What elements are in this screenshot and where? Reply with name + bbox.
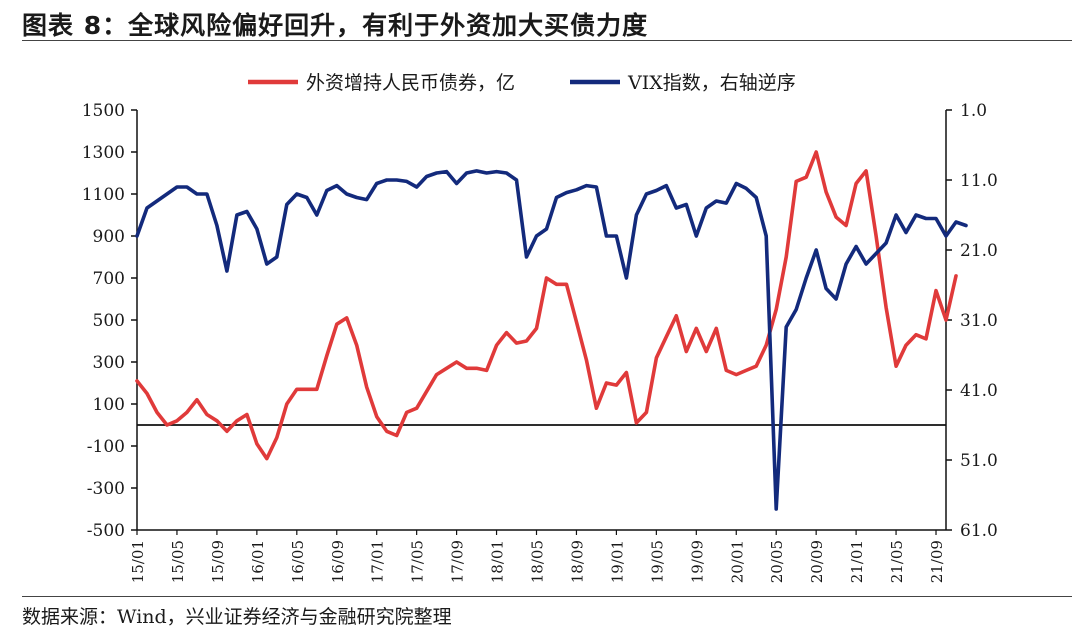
vix-line — [135, 169, 968, 511]
x-axis-tick-label: 21/05 — [888, 540, 906, 583]
x-axis-tick-label: 19/01 — [608, 540, 626, 583]
legend: 外资增持人民币债券，亿 VIX指数，右轴逆序 — [248, 72, 796, 94]
x-axis-tick-label: 20/05 — [768, 540, 786, 583]
x-axis-tick-label: 15/01 — [129, 540, 147, 583]
source-divider — [22, 596, 1072, 597]
left-axis-tick-label: 1100 — [82, 185, 125, 205]
left-axis-tick-label: 900 — [93, 227, 125, 247]
title-divider — [22, 40, 1072, 41]
x-axis-tick-label: 21/09 — [928, 540, 946, 583]
series-lines — [135, 150, 968, 511]
x-axis-tick-label: 17/09 — [449, 540, 467, 583]
x-axis-tick-label: 20/09 — [808, 540, 826, 583]
left-axis-tick-label: -300 — [87, 479, 125, 499]
x-axis-tick-label: 18/09 — [568, 540, 586, 583]
x-axis-tick-label: 18/05 — [529, 540, 547, 583]
right-axis-tick-label: 61.0 — [960, 521, 998, 541]
right-axis-tick-label: 11.0 — [960, 171, 998, 191]
left-axis-tick-label: 100 — [93, 395, 125, 415]
figure-title: 图表 8：全球风险偏好回升，有利于外资加大买债力度 — [22, 11, 649, 40]
x-axis-tick-label: 19/09 — [688, 540, 706, 583]
x-axis-tick-label: 16/05 — [289, 540, 307, 583]
x-axis-tick-label: 15/09 — [209, 540, 227, 583]
right-axis-tick-label: 41.0 — [960, 381, 998, 401]
figure-source: 数据来源：Wind，兴业证券经济与金融研究院整理 — [22, 606, 452, 628]
right-axis-tick-label: 51.0 — [960, 451, 998, 471]
left-axis-tick-label: 1500 — [82, 101, 125, 121]
right-axis-tick-label: 31.0 — [960, 311, 998, 331]
foreign-bond-holding-line — [135, 150, 958, 461]
line-chart: 外资增持人民币债券，亿 VIX指数，右轴逆序 1500 1300 1100 900 700… — [82, 72, 998, 583]
left-axis-tick-label: 500 — [93, 311, 125, 331]
x-axis-tick-label: 19/05 — [648, 540, 666, 583]
right-axis-tick-label: 21.0 — [960, 241, 998, 261]
left-axis-tick-label: -500 — [87, 521, 125, 541]
left-axis-tick-label: -100 — [87, 437, 125, 457]
x-axis-tick-label: 16/09 — [329, 540, 347, 583]
x-axis-tick-label: 17/05 — [409, 540, 427, 583]
x-axis-tick-label: 21/01 — [848, 540, 866, 583]
axes: 150013001100900700500300100-100-300-5001… — [82, 101, 998, 583]
x-axis-tick-label: 17/01 — [369, 540, 387, 583]
left-axis-tick-label: 1300 — [82, 143, 125, 163]
x-axis-tick-label: 20/01 — [728, 540, 746, 583]
legend-label-foreign-bonds: 外资增持人民币债券，亿 — [306, 72, 515, 94]
x-axis-tick-label: 16/01 — [249, 540, 267, 583]
x-axis-tick-label: 18/01 — [489, 540, 507, 583]
legend-label-vix: VIX指数，右轴逆序 — [627, 72, 796, 94]
right-axis-tick-label: 1.0 — [960, 101, 987, 121]
x-axis-tick-label: 15/05 — [169, 540, 187, 583]
left-axis-tick-label: 700 — [93, 269, 125, 289]
left-axis-tick-label: 300 — [93, 353, 125, 373]
